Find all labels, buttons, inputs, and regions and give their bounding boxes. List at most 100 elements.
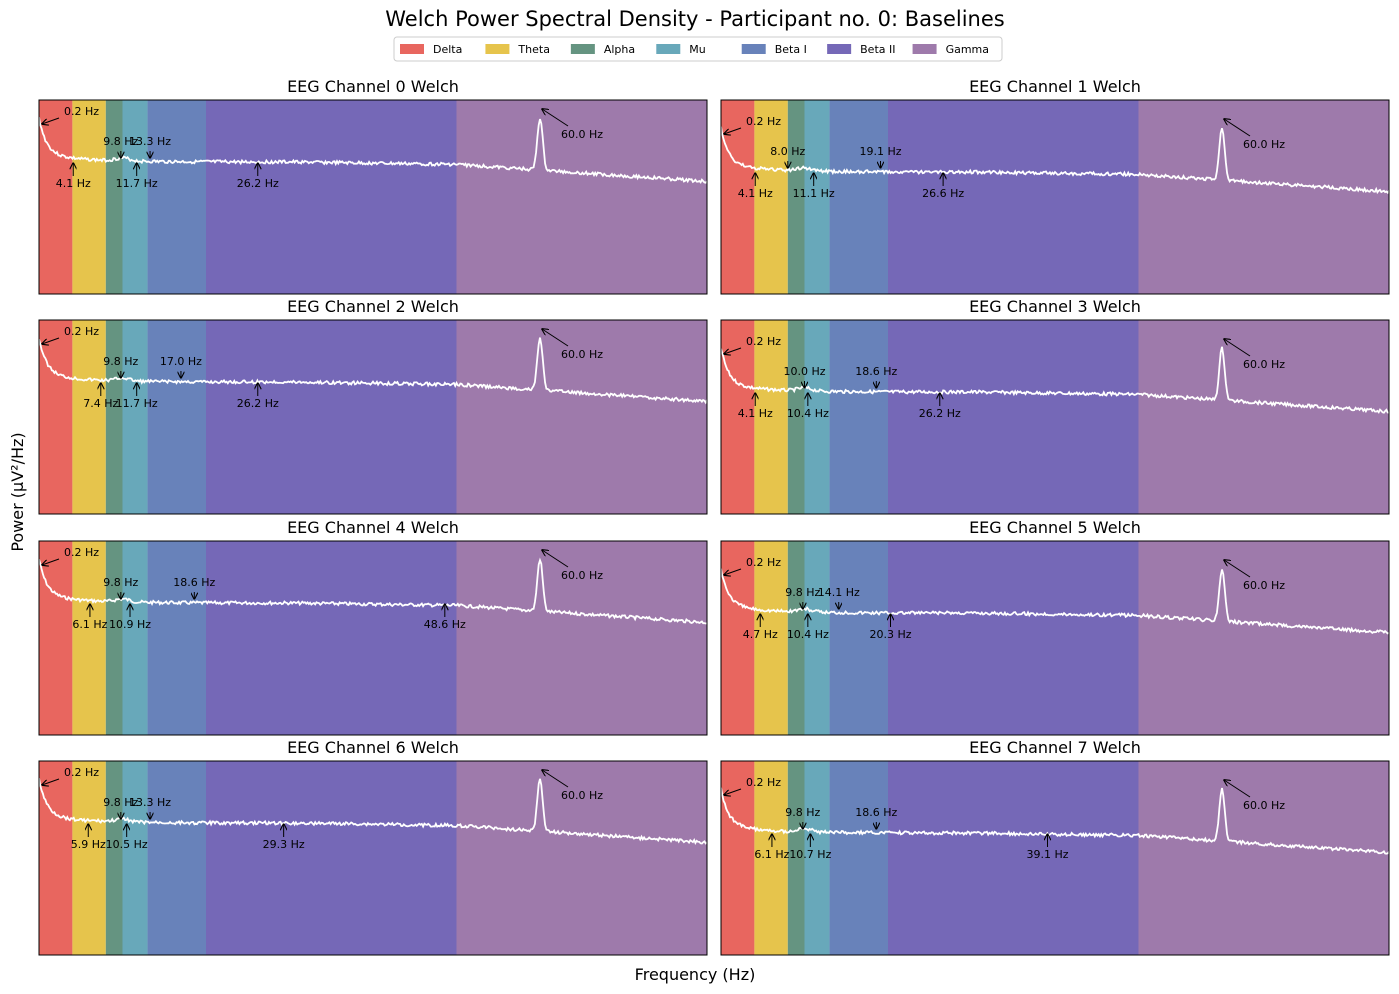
band-beta-ii [888,541,1139,735]
panel-channel-2: EEG Channel 2 Welch 0.2 Hz 7.4 Hz 9.8 Hz 11.… [38,297,708,515]
peak-label: 6.1 Hz [754,848,789,861]
band-beta-i [147,541,206,735]
peak-annotation: 60.0 Hz [542,109,603,141]
peak-annotation: 60.0 Hz [1224,560,1285,592]
peak-label: 39.1 Hz [1026,848,1068,861]
peak-label: 18.6 Hz [173,576,215,589]
band-theta [754,320,788,514]
psd-trace [720,568,1390,635]
band-theta [72,541,106,735]
peak-annotation: 10.7 Hz [789,834,832,861]
peak-annotation: 0.2 Hz [42,766,99,785]
peak-label: 11.7 Hz [116,397,158,410]
peak-arrow [42,778,60,785]
peak-annotation: 13.3 Hz [129,135,171,158]
legend-label: Beta I [775,43,807,56]
peak-annotation: 0.2 Hz [724,115,781,134]
panel-frame [720,99,1390,295]
peak-label: 4.1 Hz [56,177,91,190]
legend-swatch [827,44,852,54]
peak-label: 7.4 Hz [83,397,118,410]
band-delta [39,320,73,514]
peak-label: 9.8 Hz [785,806,820,819]
peak-annotation: 20.3 Hz [869,614,912,641]
peak-label: 8.0 Hz [770,145,805,158]
peak-label: 0.2 Hz [746,556,781,569]
band-beta-i [147,761,206,955]
peak-annotation: 5.9 Hz [71,824,106,851]
psd-trace [38,557,708,625]
band-gamma [456,761,707,955]
psd-trace [38,337,708,405]
peak-label: 9.8 Hz [785,586,820,599]
band-gamma [456,541,707,735]
peak-arrow [724,347,742,354]
band-gamma [1138,761,1389,955]
peak-arrow [542,550,569,568]
peak-label: 20.3 Hz [869,628,911,641]
band-beta-ii [206,100,457,294]
peak-label: 60.0 Hz [561,569,603,582]
peak-annotation: 8.0 Hz [770,145,806,168]
band-mu [804,541,830,735]
peak-annotation: 10.4 Hz [787,614,829,641]
panel-title: EEG Channel 4 Welch [287,518,459,537]
panel-frame [38,760,708,956]
panel-title: EEG Channel 6 Welch [287,738,459,757]
legend-swatch [485,44,510,54]
x-axis-label: Frequency (Hz) [635,965,756,984]
peak-label: 18.6 Hz [855,806,897,819]
panel-channel-7: EEG Channel 7 Welch 0.2 Hz 6.1 Hz 9.8 Hz 10.… [720,738,1390,956]
peak-annotation: 11.7 Hz [116,163,158,190]
peak-label: 9.8 Hz [103,355,138,368]
peak-arrow [42,337,60,344]
peak-arrow [1224,119,1251,137]
peak-label: 29.3 Hz [263,838,305,851]
panel-frame [38,540,708,736]
peak-annotation: 6.1 Hz [72,604,108,631]
peak-label: 26.2 Hz [919,407,961,420]
peak-label: 26.2 Hz [237,397,279,410]
peak-label: 13.3 Hz [129,796,171,809]
legend-swatch [400,44,424,54]
peak-arrow [42,117,60,124]
peak-annotation: 0.2 Hz [724,335,781,354]
panel-frame [38,319,708,515]
peak-label: 10.5 Hz [106,838,148,851]
band-mu [122,541,148,735]
peak-arrow [724,127,742,134]
panel-channel-3: EEG Channel 3 Welch 0.2 Hz 4.1 Hz 10.0 Hz 10… [720,297,1390,515]
peak-label: 10.4 Hz [787,407,829,420]
band-mu [804,100,830,294]
band-gamma [1138,541,1389,735]
peak-annotation: 60.0 Hz [1224,780,1285,812]
panel-frame [38,99,708,295]
band-beta-ii [888,320,1139,514]
peak-label: 26.2 Hz [237,177,279,190]
peak-annotation: 13.3 Hz [129,796,171,819]
band-theta [72,320,106,514]
peak-arrow [42,558,60,565]
peak-arrow [542,770,569,788]
band-theta [754,541,788,735]
legend-swatch [656,44,681,54]
peak-label: 17.0 Hz [160,355,202,368]
peak-annotation: 39.1 Hz [1026,834,1069,861]
peak-annotation: 4.1 Hz [738,173,773,200]
peak-label: 0.2 Hz [746,335,781,348]
peak-annotation: 10.0 Hz [783,365,826,388]
peak-annotation: 60.0 Hz [1224,119,1285,151]
panel-frame [720,319,1390,515]
panel-title: EEG Channel 1 Welch [969,77,1141,96]
legend-label: Alpha [604,43,635,56]
band-beta-i [147,320,206,514]
peak-label: 48.6 Hz [424,618,466,631]
band-gamma [456,320,707,514]
peak-label: 4.1 Hz [738,407,773,420]
band-alpha [105,761,123,955]
peak-annotation: 9.8 Hz [785,586,821,609]
legend: Delta Theta Alpha Mu Beta I Beta II Gamma [393,36,1003,62]
legend-swatch [570,44,595,54]
peak-arrow [542,329,569,347]
legend-swatch [912,44,937,54]
